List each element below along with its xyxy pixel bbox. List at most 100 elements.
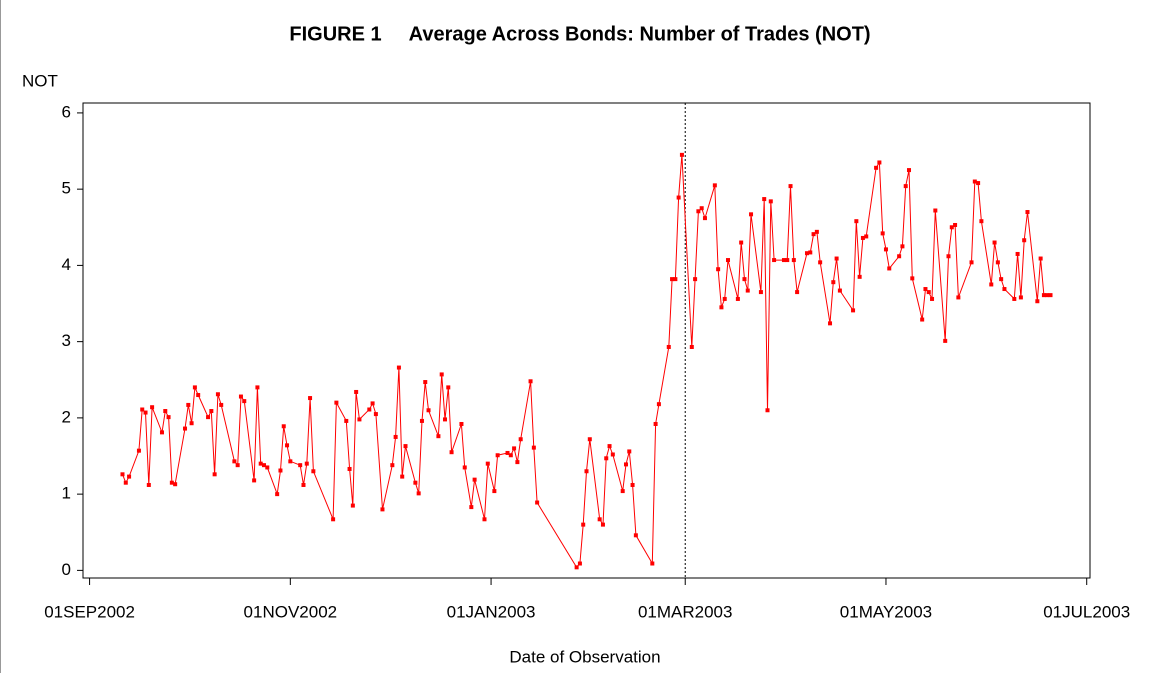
data-point (903, 184, 908, 189)
data-point (623, 462, 628, 467)
y-tick-label: 3 (62, 331, 71, 350)
data-point (163, 409, 168, 414)
data-point (1045, 293, 1050, 298)
data-point (393, 434, 398, 439)
data-point (219, 402, 224, 407)
data-point (189, 421, 194, 426)
data-point (1012, 296, 1017, 301)
y-tick-label: 6 (62, 102, 71, 121)
data-point (610, 452, 615, 457)
data-point (785, 258, 790, 263)
data-point (581, 522, 586, 527)
data-point (772, 258, 777, 263)
data-point (745, 288, 750, 293)
data-point (528, 379, 533, 384)
data-point (689, 344, 694, 349)
data-point (804, 251, 809, 256)
data-point (943, 338, 948, 343)
data-point (255, 385, 260, 390)
data-point (976, 181, 981, 186)
data-point (311, 469, 316, 474)
data-point (653, 421, 658, 426)
data-point (933, 208, 938, 213)
data-point (196, 393, 201, 398)
data-point (442, 417, 447, 422)
data-point (739, 240, 744, 245)
data-point (574, 565, 579, 570)
data-point (887, 266, 892, 271)
data-point (403, 444, 408, 449)
data-point (808, 250, 813, 255)
data-point (166, 415, 171, 420)
data-point (508, 453, 513, 458)
data-point (874, 165, 879, 170)
data-point (482, 517, 487, 522)
x-tick-label: 01SEP2002 (44, 602, 135, 621)
data-point (883, 247, 888, 252)
data-point (136, 448, 141, 453)
data-point (192, 385, 197, 390)
data-point (380, 507, 385, 512)
data-point (396, 365, 401, 370)
data-point (712, 183, 717, 188)
data-point (949, 225, 954, 230)
data-point (278, 468, 283, 473)
data-point (416, 491, 421, 496)
y-tick-label: 0 (62, 560, 71, 579)
data-point (242, 399, 247, 404)
data-point (350, 503, 355, 508)
data-point (923, 287, 928, 292)
data-point (693, 277, 698, 282)
data-point (265, 465, 270, 470)
data-point (854, 219, 859, 224)
data-point (446, 385, 451, 390)
plot-frame (82, 102, 1091, 579)
data-point (765, 408, 770, 413)
data-point (860, 235, 865, 240)
data-point (999, 277, 1004, 282)
data-point (995, 260, 1000, 265)
data-point (930, 296, 935, 301)
data-point (469, 505, 474, 510)
data-point (462, 465, 467, 470)
data-point (1002, 287, 1007, 292)
data-point (877, 160, 882, 165)
data-point (373, 412, 378, 417)
data-point (762, 197, 767, 202)
data-point (781, 258, 786, 263)
data-point (261, 463, 266, 468)
data-point (288, 459, 293, 464)
data-point (232, 459, 237, 464)
data-point (206, 415, 211, 420)
y-tick-label: 2 (62, 407, 71, 426)
data-point (742, 277, 747, 282)
data-point (143, 410, 148, 415)
data-point (788, 184, 793, 189)
data-point (183, 426, 188, 431)
x-axis-label: Date of Observation (509, 647, 660, 666)
data-point (722, 296, 727, 301)
data-point (215, 392, 220, 397)
data-point (992, 240, 997, 245)
data-point (423, 380, 428, 385)
data-point (979, 219, 984, 224)
data-point (123, 480, 128, 485)
data-point (702, 216, 707, 221)
data-point (814, 229, 819, 234)
data-point (367, 407, 372, 412)
data-point (956, 295, 961, 300)
data-point (436, 434, 441, 439)
data-point (696, 209, 701, 214)
data-point (495, 453, 500, 458)
x-tick-label: 01MAR2003 (638, 602, 733, 621)
data-point (413, 480, 418, 485)
data-point (1015, 251, 1020, 256)
data-point (630, 482, 635, 487)
data-point (252, 478, 257, 483)
data-point (146, 482, 151, 487)
data-point (897, 254, 902, 259)
data-point (670, 277, 675, 282)
data-point (331, 517, 336, 522)
data-point (150, 405, 155, 410)
x-tick-label: 01JAN2003 (447, 602, 536, 621)
